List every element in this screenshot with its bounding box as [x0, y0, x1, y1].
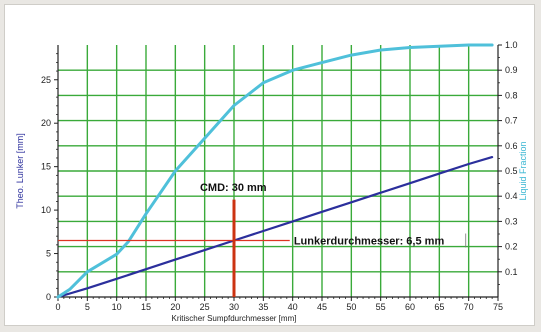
- x-tick-label: 35: [258, 302, 268, 312]
- y-tick-label: 10: [41, 205, 51, 215]
- x-tick-label: 70: [464, 302, 474, 312]
- x-tick-label: 75: [493, 302, 503, 312]
- y2-tick-label: 0.8: [505, 90, 518, 100]
- y2-tick-label: 0.1: [505, 267, 518, 277]
- x-tick-label: 15: [141, 302, 151, 312]
- x-tick-label: 30: [229, 302, 239, 312]
- y-tick-label: 25: [41, 75, 51, 85]
- x-tick-label: 0: [55, 302, 60, 312]
- grid: [58, 45, 498, 297]
- annotations: CMD: 30 mm Lunkerdurchmesser: 6,5 mm: [58, 182, 467, 297]
- x-tick-label: 55: [376, 302, 386, 312]
- x-tick-label: 50: [346, 302, 356, 312]
- lunker-annotation: Lunkerdurchmesser: 6,5 mm: [294, 236, 445, 248]
- x-tick-label: 65: [434, 302, 444, 312]
- y2-tick-label: 0.3: [505, 216, 518, 226]
- y2-tick-label: 0.2: [505, 242, 518, 252]
- x-tick-label: 20: [170, 302, 180, 312]
- x-tick-label: 60: [405, 302, 415, 312]
- y2-axis-title: Liquid Fraction: [518, 141, 528, 200]
- chart-frame: 0 5 10 15 20 25 30 35 40 45 50 55 60 65 70 75 0 5 10 15 20 25…: [4, 4, 535, 326]
- y2-tick-label: 0.9: [505, 65, 518, 75]
- x-tick-label: 10: [112, 302, 122, 312]
- y-axis-title: Theo. Lunker [mm]: [15, 133, 25, 209]
- y2-tick-label: 0.6: [505, 141, 518, 151]
- y-tick-label: 15: [41, 162, 51, 172]
- series: [56, 43, 494, 299]
- x-axis-title: Kritischer Sumpfdurchmesser [mm]: [172, 314, 297, 323]
- lunker-line: [56, 156, 494, 299]
- y2-tick-label: 0.5: [505, 166, 518, 176]
- y-tick-label: 5: [46, 249, 51, 259]
- y2-tick-label: 1.0: [505, 40, 518, 50]
- x-tick-label: 40: [288, 302, 298, 312]
- y2-tick-label: 0.7: [505, 116, 518, 126]
- tick-labels: 0 5 10 15 20 25 30 35 40 45 50 55 60 65 70 75 0 5 10 15 20 25…: [41, 40, 518, 312]
- cmd-annotation: CMD: 30 mm: [200, 182, 267, 194]
- y2-tick-label: 0.4: [505, 191, 518, 201]
- chart: 0 5 10 15 20 25 30 35 40 45 50 55 60 65 70 75 0 5 10 15 20 25…: [15, 40, 528, 323]
- liquid-fraction-line: [56, 43, 494, 299]
- x-tick-label: 5: [85, 302, 90, 312]
- x-tick-label: 45: [317, 302, 327, 312]
- x-tick-label: 25: [200, 302, 210, 312]
- y-tick-label: 20: [41, 118, 51, 128]
- y-tick-label: 0: [46, 292, 51, 302]
- axes: [54, 44, 502, 301]
